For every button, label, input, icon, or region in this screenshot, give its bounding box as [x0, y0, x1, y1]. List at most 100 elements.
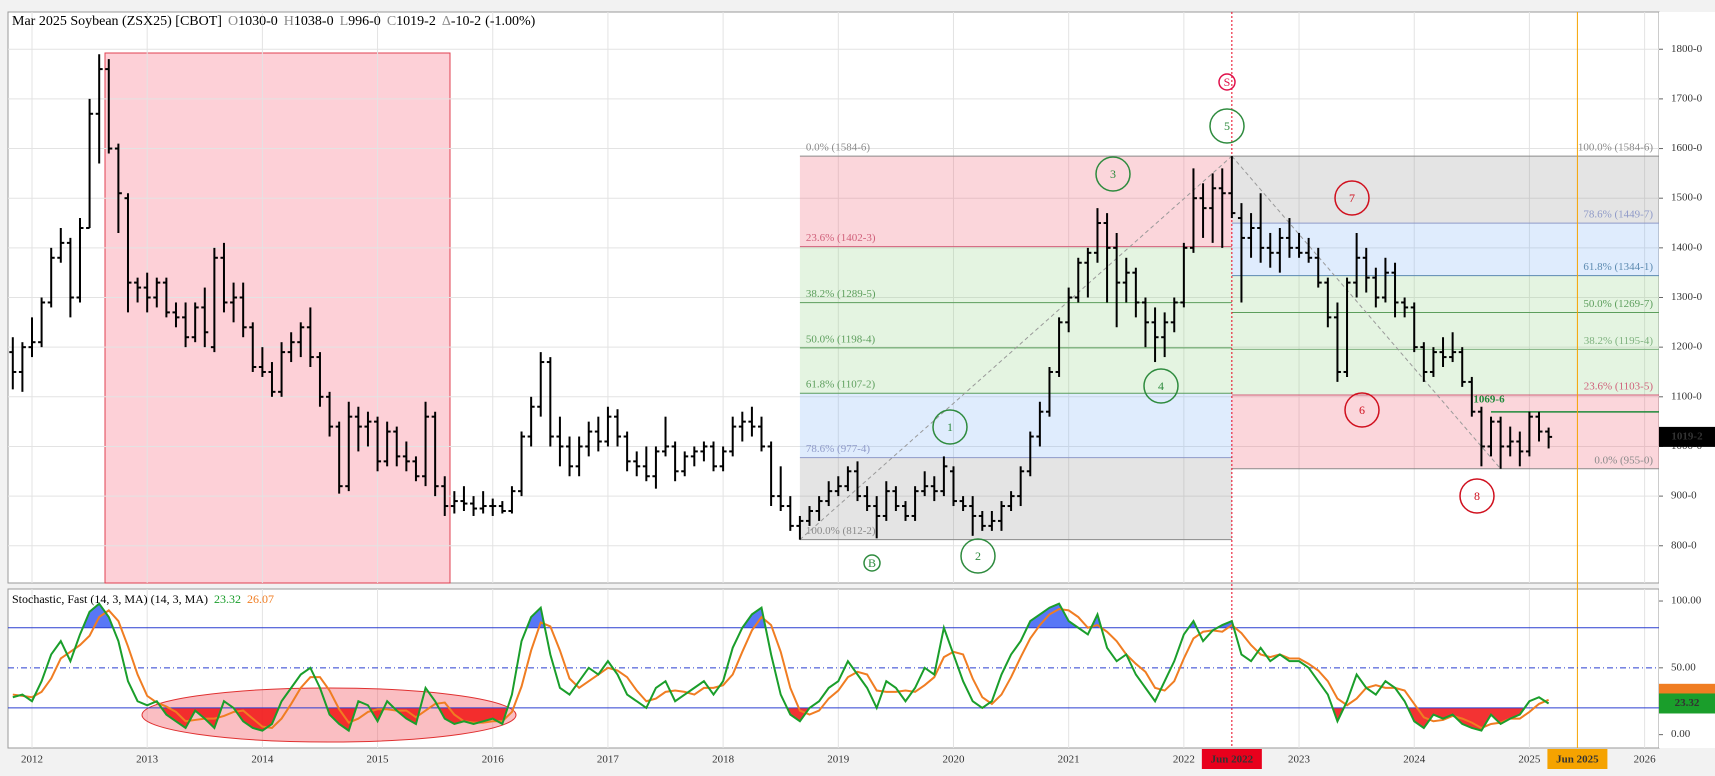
wave-circle [1143, 368, 1179, 404]
wave-label: 7 [1349, 191, 1355, 205]
wave-label: 1 [947, 420, 953, 434]
quote-key: C [387, 14, 396, 29]
stochastic-line [12, 602, 1550, 733]
fib-zone [799, 156, 1232, 247]
fib-zone [799, 347, 1232, 394]
y-tick-label: 1400-0 [1671, 241, 1703, 253]
x-tick-label: 2016 [482, 754, 505, 766]
fib-zone [1231, 223, 1659, 276]
fib-zone [1231, 156, 1659, 224]
x-tick-label: 2020 [942, 754, 965, 766]
fib-label: 100.0% (1584-6) [1578, 142, 1653, 154]
fib-label: 38.2% (1195-4) [1584, 335, 1654, 347]
wave-label: B [868, 556, 876, 570]
wave-label: 5 [1224, 119, 1230, 133]
y-tick-label: 900-0 [1671, 490, 1697, 502]
quote-key: Δ [442, 14, 451, 29]
indicator-value: 23.32 [214, 592, 241, 606]
highlight-box [104, 52, 451, 584]
fib-label: 50.0% (1269-7) [1583, 298, 1653, 310]
fib-label: 0.0% (1584-6) [806, 142, 870, 154]
wave-circle [1334, 180, 1370, 216]
fib-label: 23.6% (1402-3) [806, 232, 876, 244]
y-tick-label: 1100-0 [1671, 390, 1702, 402]
x-tick-label: 2012 [21, 754, 43, 766]
indicator-badge [1659, 693, 1715, 714]
fib-label: 100.0% (812-2) [806, 525, 876, 537]
x-tick-label: 2026 [1634, 754, 1657, 766]
y-tick-label: 1600-0 [1671, 142, 1703, 154]
quote-value: 996-0 [348, 14, 381, 29]
symbol: Mar 2025 Soybean (ZSX25) [CBOT] [12, 14, 222, 29]
date-marker-label: Jun 2022 [1211, 754, 1254, 766]
y-tick-label: 100.00 [1671, 595, 1702, 607]
x-tick-label: 2014 [251, 754, 274, 766]
fib-label: 38.2% (1289-5) [806, 288, 876, 300]
quote-value: 1038-0 [294, 14, 334, 29]
quote-key: O [228, 14, 238, 29]
quote-value: 1030-0 [238, 14, 278, 29]
fib-label: 78.6% (1449-7) [1583, 209, 1653, 221]
change: (-1.00%) [485, 14, 535, 29]
oversold-fill [12, 707, 1549, 731]
wave-label: 3 [1110, 167, 1116, 181]
stochastic-line [12, 608, 1550, 730]
fib-zone [1231, 312, 1659, 350]
wave-circle [1209, 108, 1245, 144]
x-tick-label: 2023 [1288, 754, 1311, 766]
x-tick-label: 2017 [597, 754, 620, 766]
wave-circle [932, 409, 968, 445]
fib-label: 61.8% (1344-1) [1583, 261, 1653, 273]
y-tick-label: 1700-0 [1671, 92, 1703, 104]
guide-line [1231, 155, 1501, 470]
y-tick-label: 1200-0 [1671, 341, 1703, 353]
y-tick-label: 1300-0 [1671, 291, 1703, 303]
quote-value: -10-2 [451, 14, 481, 29]
x-tick-label: 2019 [827, 754, 850, 766]
y-tick-label: 1800-0 [1671, 43, 1703, 55]
wave-circle [1459, 478, 1495, 514]
quote-value: 1019-2 [396, 14, 436, 29]
wave-label: 6 [1359, 403, 1365, 417]
fib-label: 78.6% (977-4) [806, 443, 870, 455]
y-tick-label: 0.00 [1671, 728, 1691, 740]
indicator-value: 26.07 [247, 592, 274, 606]
date-marker-box [1547, 749, 1608, 769]
quote-key: H [284, 14, 294, 29]
fib-zone [1231, 275, 1659, 313]
fib-zone [799, 457, 1232, 540]
last-price-label: 1019-2 [1671, 430, 1703, 442]
x-tick-label: 2021 [1058, 754, 1080, 766]
level-label: 1069-6 [1473, 393, 1505, 405]
guide-line [799, 155, 1233, 541]
fib-zone [1231, 395, 1659, 469]
indicator-header: Stochastic, Fast (14, 3, MA) (14, 3, MA)… [12, 592, 274, 606]
fib-label: 0.0% (955-0) [1594, 454, 1653, 466]
wave-circle [1218, 73, 1236, 91]
fib-label: 23.6% (1103-5) [1584, 381, 1654, 393]
fib-zone [799, 302, 1232, 348]
wave-label: 2 [975, 549, 981, 563]
wave-label: 8 [1474, 489, 1480, 503]
date-marker-label: Jun 2025 [1556, 754, 1599, 766]
wave-label: 4 [1158, 379, 1164, 393]
fib-zone [799, 246, 1232, 303]
wave-circle [1344, 392, 1380, 428]
y-tick-label: 50.00 [1671, 661, 1696, 673]
indicator-badge-label: 23.32 [1675, 697, 1700, 709]
indicator-title: Stochastic, Fast (14, 3, MA) (14, 3, MA) [12, 592, 208, 606]
x-tick-label: 2025 [1518, 754, 1541, 766]
wave-circle [863, 554, 881, 572]
fib-zone [799, 393, 1232, 458]
fib-label: 61.8% (1107-2) [806, 379, 876, 391]
x-tick-label: 2015 [367, 754, 390, 766]
quote-key: L [340, 14, 349, 29]
wave-circle [1095, 156, 1131, 192]
indicator-panel [7, 588, 1660, 749]
x-tick-label: 2024 [1403, 754, 1426, 766]
x-tick-label: 2013 [136, 754, 159, 766]
fib-label: 50.0% (1198-4) [806, 333, 876, 345]
y-tick-label: 800-0 [1671, 539, 1697, 551]
